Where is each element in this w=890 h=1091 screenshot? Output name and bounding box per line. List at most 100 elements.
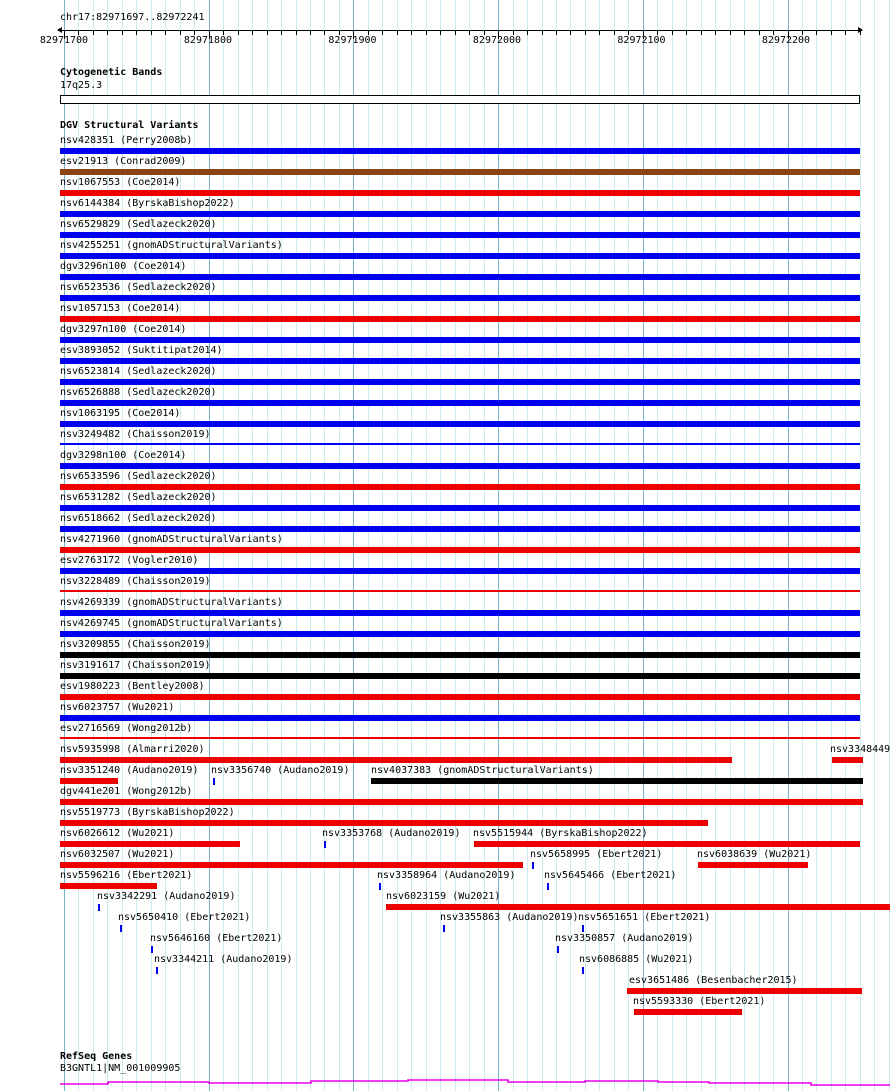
- variant-bar[interactable]: [60, 148, 860, 154]
- variant-point-tick[interactable]: [120, 925, 122, 932]
- variant-bar[interactable]: [60, 841, 240, 847]
- variant-bar[interactable]: [60, 484, 860, 490]
- variant-label[interactable]: esv2763172 (Vogler2010): [60, 555, 199, 566]
- variant-thin-line[interactable]: [60, 737, 860, 739]
- variant-label[interactable]: nsv6026612 (Wu2021): [60, 828, 175, 839]
- variant-bar[interactable]: [60, 568, 860, 574]
- variant-point-tick[interactable]: [582, 925, 584, 932]
- variant-bar[interactable]: [698, 862, 808, 868]
- variant-point-tick[interactable]: [156, 967, 158, 974]
- variant-bar[interactable]: [60, 379, 860, 385]
- variant-label[interactable]: nsv3348449: [830, 744, 890, 755]
- variant-bar[interactable]: [60, 505, 860, 511]
- variant-thin-line[interactable]: [60, 590, 860, 592]
- variant-bar[interactable]: [60, 820, 708, 826]
- variant-bar[interactable]: [60, 862, 523, 868]
- variant-point-tick[interactable]: [213, 778, 215, 785]
- variant-label[interactable]: nsv3353768 (Audano2019): [322, 828, 461, 839]
- variant-bar[interactable]: [60, 799, 863, 805]
- variant-point-tick[interactable]: [443, 925, 445, 932]
- variant-bar[interactable]: [60, 253, 860, 259]
- variant-label[interactable]: nsv3355863 (Audano2019): [440, 912, 579, 923]
- variant-bar[interactable]: [60, 232, 860, 238]
- variant-label[interactable]: nsv1067553 (Coe2014): [60, 177, 181, 188]
- variant-label[interactable]: nsv6523814 (Sedlazeck2020): [60, 366, 217, 377]
- variant-bar[interactable]: [60, 547, 860, 553]
- variant-bar[interactable]: [60, 631, 860, 637]
- variant-bar[interactable]: [60, 421, 860, 427]
- gene-model-path[interactable]: [60, 1079, 890, 1086]
- variant-point-tick[interactable]: [98, 904, 100, 911]
- variant-bar[interactable]: [60, 778, 118, 784]
- variant-label[interactable]: nsv3342291 (Audano2019): [97, 891, 236, 902]
- variant-label[interactable]: nsv6086885 (Wu2021): [579, 954, 694, 965]
- variant-bar[interactable]: [60, 715, 860, 721]
- variant-bar[interactable]: [60, 400, 860, 406]
- variant-bar[interactable]: [60, 295, 860, 301]
- variant-label[interactable]: nsv4269339 (gnomADStructuralVariants): [60, 597, 283, 608]
- variant-label[interactable]: dgv3296n100 (Coe2014): [60, 261, 187, 272]
- variant-point-tick[interactable]: [532, 862, 534, 869]
- variant-label[interactable]: nsv5596216 (Ebert2021): [60, 870, 193, 881]
- variant-label[interactable]: nsv3351240 (Audano2019): [60, 765, 199, 776]
- variant-bar[interactable]: [60, 337, 860, 343]
- variant-label[interactable]: nsv5519773 (ByrskaBishop2022): [60, 807, 235, 818]
- variant-label[interactable]: nsv3249482 (Chaisson2019): [60, 429, 211, 440]
- variant-label[interactable]: nsv6526888 (Sedlazeck2020): [60, 387, 217, 398]
- variant-bar[interactable]: [371, 778, 863, 784]
- variant-label[interactable]: nsv428351 (Perry2008b): [60, 135, 193, 146]
- variant-point-tick[interactable]: [324, 841, 326, 848]
- variant-bar[interactable]: [60, 673, 860, 679]
- variant-label[interactable]: nsv6518662 (Sedlazeck2020): [60, 513, 217, 524]
- variant-bar[interactable]: [60, 316, 860, 322]
- variant-bar[interactable]: [60, 694, 860, 700]
- variant-label[interactable]: nsv5645466 (Ebert2021): [544, 870, 677, 881]
- variant-label[interactable]: nsv6529829 (Sedlazeck2020): [60, 219, 217, 230]
- variant-label[interactable]: nsv5935998 (Almarri2020): [60, 744, 205, 755]
- variant-label[interactable]: nsv3209855 (Chaisson2019): [60, 639, 211, 650]
- variant-label[interactable]: nsv6023757 (Wu2021): [60, 702, 175, 713]
- variant-bar[interactable]: [386, 904, 890, 910]
- variant-bar[interactable]: [474, 841, 860, 847]
- variant-label[interactable]: nsv4269745 (gnomADStructuralVariants): [60, 618, 283, 629]
- variant-bar[interactable]: [832, 757, 863, 763]
- variant-bar[interactable]: [60, 274, 860, 280]
- variant-label[interactable]: nsv5593330 (Ebert2021): [633, 996, 766, 1007]
- variant-label[interactable]: esv1980223 (Bentley2008): [60, 681, 205, 692]
- variant-label[interactable]: nsv3228489 (Chaisson2019): [60, 576, 211, 587]
- variant-label[interactable]: nsv6533596 (Sedlazeck2020): [60, 471, 217, 482]
- variant-label[interactable]: nsv4255251 (gnomADStructuralVariants): [60, 240, 283, 251]
- variant-point-tick[interactable]: [557, 946, 559, 953]
- variant-point-tick[interactable]: [379, 883, 381, 890]
- variant-label[interactable]: nsv3344211 (Audano2019): [154, 954, 293, 965]
- variant-bar[interactable]: [60, 652, 860, 658]
- variant-label[interactable]: nsv5651651 (Ebert2021): [578, 912, 711, 923]
- variant-label[interactable]: nsv1057153 (Coe2014): [60, 303, 181, 314]
- variant-bar[interactable]: [60, 526, 860, 532]
- variant-bar[interactable]: [60, 757, 732, 763]
- variant-bar[interactable]: [60, 358, 860, 364]
- variant-bar[interactable]: [60, 610, 860, 616]
- variant-label[interactable]: nsv4037383 (gnomADStructuralVariants): [371, 765, 594, 776]
- variant-label[interactable]: nsv6144384 (ByrskaBishop2022): [60, 198, 235, 209]
- refseq-gene-line[interactable]: [0, 1075, 890, 1091]
- variant-label[interactable]: dgv3298n100 (Coe2014): [60, 450, 187, 461]
- refseq-gene-label[interactable]: B3GNTL1|NM_001009905: [60, 1063, 181, 1074]
- variant-label[interactable]: nsv6038639 (Wu2021): [697, 849, 812, 860]
- variant-label[interactable]: nsv1063195 (Coe2014): [60, 408, 181, 419]
- variant-label[interactable]: nsv3350857 (Audano2019): [555, 933, 694, 944]
- variant-bar[interactable]: [60, 211, 860, 217]
- variant-thin-line[interactable]: [60, 443, 860, 445]
- variant-label[interactable]: nsv5515944 (ByrskaBishop2022): [473, 828, 648, 839]
- variant-label[interactable]: nsv4271960 (gnomADStructuralVariants): [60, 534, 283, 545]
- variant-label[interactable]: nsv6023159 (Wu2021): [386, 891, 501, 902]
- variant-point-tick[interactable]: [151, 946, 153, 953]
- variant-point-tick[interactable]: [582, 967, 584, 974]
- variant-point-tick[interactable]: [547, 883, 549, 890]
- variant-label[interactable]: dgv441e201 (Wong2012b): [60, 786, 193, 797]
- variant-label[interactable]: nsv3356740 (Audano2019): [211, 765, 350, 776]
- variant-label[interactable]: nsv3358964 (Audano2019): [377, 870, 516, 881]
- variant-label[interactable]: esv3651486 (Besenbacher2015): [629, 975, 798, 986]
- variant-bar[interactable]: [60, 169, 860, 175]
- variant-bar[interactable]: [60, 463, 860, 469]
